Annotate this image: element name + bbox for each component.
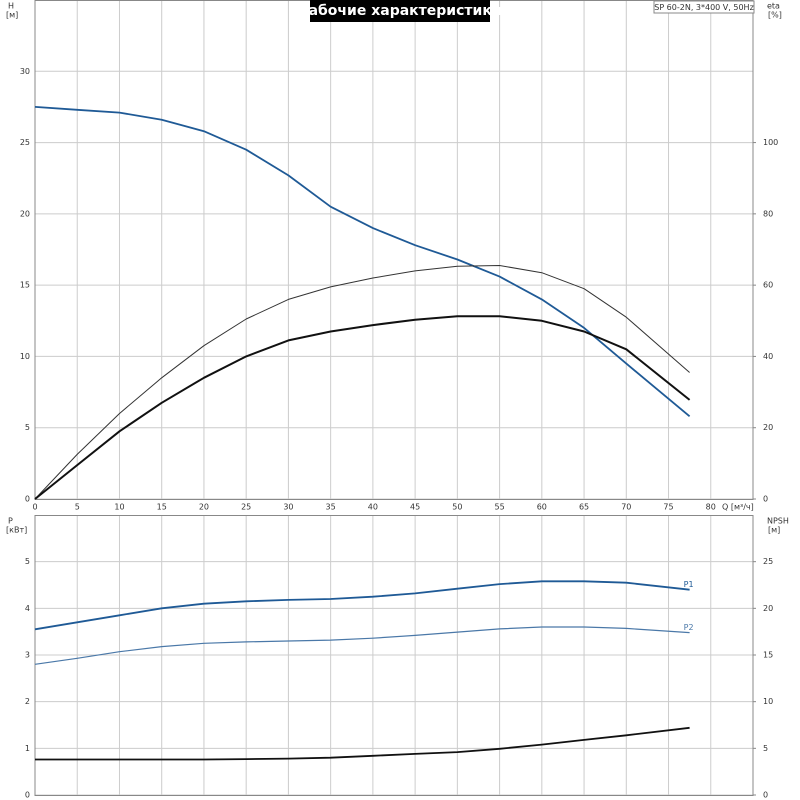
y-axis-unit: [кВт]: [6, 526, 27, 535]
x-tick-label: 20: [199, 503, 209, 512]
series-line: [34, 626, 690, 665]
x-tick-label: 10: [114, 503, 124, 512]
y-tick-label: 25: [20, 138, 30, 147]
y-tick-label: 5: [25, 557, 30, 566]
series-line: [34, 106, 691, 417]
x-tick-label: 15: [157, 503, 167, 512]
y-tick-label: 4: [25, 604, 30, 613]
x-tick-label: 35: [326, 503, 336, 512]
y2-axis-unit: [м]: [768, 526, 780, 535]
y2-tick-label: 5: [763, 744, 768, 753]
y-tick-label: 15: [20, 281, 30, 290]
plot-frame: [34, 0, 754, 500]
x-tick-label: 55: [494, 503, 504, 512]
x-tick-label: 65: [579, 503, 589, 512]
series-line: [34, 265, 690, 500]
y2-tick-label: 100: [763, 138, 778, 147]
y-tick-label: 20: [20, 209, 30, 218]
y-axis-unit: [м]: [6, 11, 18, 20]
x-tick-label: 25: [241, 503, 251, 512]
x-tick-label: 5: [75, 503, 80, 512]
y-tick-label: 10: [20, 352, 30, 361]
chart-subtitle: SP 60-2N, 3*400 V, 50Hz: [654, 3, 754, 12]
series-label: P1: [684, 580, 694, 589]
x-tick-label: 0: [32, 503, 37, 512]
y2-axis-label: NPSH: [767, 517, 789, 526]
y2-tick-label: 20: [763, 604, 773, 613]
y-axis-label: P: [8, 517, 13, 526]
y2-tick-label: 80: [763, 209, 773, 218]
x-axis-label: Q [м³/ч]: [722, 503, 754, 512]
series-line: [34, 315, 691, 500]
y-axis-label: H: [8, 2, 14, 11]
y-tick-label: 0: [25, 495, 30, 504]
y2-tick-label: 25: [763, 557, 773, 566]
y-tick-label: 5: [25, 423, 30, 432]
y2-tick-label: 10: [763, 697, 773, 706]
x-tick-label: 50: [452, 503, 462, 512]
series-line: [35, 726, 690, 761]
plot-frame: [34, 515, 754, 796]
title-bg: [310, 0, 490, 22]
chart-title: Рабочие характеристики: [298, 3, 501, 19]
x-tick-label: 75: [663, 503, 673, 512]
y2-tick-label: 20: [763, 423, 773, 432]
y-tick-label: 2: [25, 697, 30, 706]
series-line: [34, 580, 690, 631]
x-tick-label: 40: [368, 503, 378, 512]
y2-axis-label: eta: [767, 2, 780, 11]
y2-tick-label: 0: [763, 791, 768, 800]
x-tick-label: 60: [537, 503, 547, 512]
y2-tick-label: 15: [763, 651, 773, 660]
x-tick-label: 30: [283, 503, 293, 512]
y-tick-label: 3: [25, 651, 30, 660]
x-tick-label: 45: [410, 503, 420, 512]
y-tick-label: 1: [25, 744, 30, 753]
y2-axis-unit: [%]: [768, 11, 782, 20]
y2-tick-label: 60: [763, 281, 773, 290]
y2-tick-label: 40: [763, 352, 773, 361]
y-tick-label: 30: [20, 67, 30, 76]
y2-tick-label: 0: [763, 495, 768, 504]
x-tick-label: 80: [706, 503, 716, 512]
y-tick-label: 0: [25, 791, 30, 800]
x-tick-label: 70: [621, 503, 631, 512]
series-label: P2: [684, 623, 694, 632]
subtitle-box: [653, 0, 755, 14]
